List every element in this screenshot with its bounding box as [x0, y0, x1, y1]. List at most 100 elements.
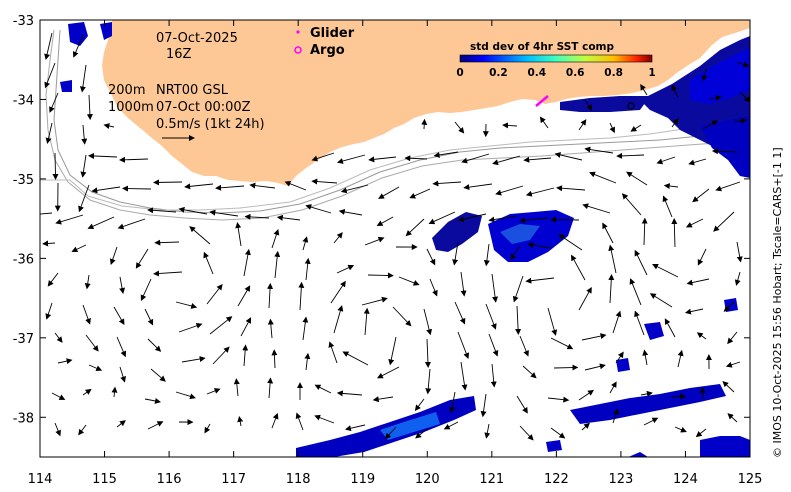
current-vector: [44, 32, 53, 60]
current-vector: [206, 388, 221, 395]
current-vector: [147, 207, 177, 214]
x-tick-label: 124: [673, 472, 698, 487]
current-vector: [122, 185, 152, 192]
current-vector: [581, 333, 607, 341]
current-vector: [144, 397, 161, 404]
current-vector: [271, 349, 278, 369]
current-vector: [204, 423, 211, 434]
current-vector: [243, 248, 251, 277]
current-vector: [203, 251, 214, 275]
current-vector: [367, 272, 394, 279]
current-vector: [696, 332, 707, 340]
current-vector: [144, 308, 154, 326]
current-vector: [643, 417, 659, 426]
current-vector: [405, 218, 425, 237]
current-vector: [55, 214, 84, 225]
current-vector: [736, 241, 743, 263]
current-vector: [392, 306, 412, 327]
current-vector: [640, 83, 648, 96]
current-vector: [443, 421, 459, 430]
x-tick-label: 115: [92, 472, 117, 487]
current-vector: [460, 271, 467, 297]
current-vector: [734, 271, 741, 286]
current-vector: [609, 122, 615, 134]
current-vector: [547, 396, 570, 403]
current-vector: [556, 185, 586, 192]
current-vector: [421, 118, 428, 130]
current-vector: [695, 428, 707, 438]
current-vector: [578, 389, 594, 401]
current-vector: [612, 310, 622, 334]
current-vector: [81, 124, 88, 145]
current-vector: [634, 310, 645, 336]
current-vector: [57, 358, 73, 365]
current-vector: [233, 378, 240, 397]
current-vector: [510, 245, 521, 261]
current-vector: [51, 392, 66, 400]
credit-text: © IMOS 10-Oct-2025 15:56 Hobart; Tscale=…: [771, 147, 784, 458]
current-vector: [733, 117, 748, 124]
current-vector: [78, 184, 90, 213]
current-vector: [480, 393, 487, 418]
current-vector: [311, 152, 335, 162]
current-vector: [612, 408, 619, 424]
sst-variance-patches: [60, 22, 750, 457]
current-vector: [697, 248, 707, 266]
current-vector: [662, 195, 673, 218]
current-vector: [284, 180, 307, 191]
current-vector: [109, 246, 118, 265]
current-vector: [634, 249, 648, 276]
current-vector: [85, 334, 99, 352]
current-vector: [686, 278, 710, 286]
current-vector: [117, 218, 146, 230]
x-tick-label: 117: [221, 472, 246, 487]
current-vector: [302, 316, 309, 341]
colorbar-tick-label: 0.6: [566, 67, 585, 79]
current-vector: [723, 301, 735, 312]
current-vector: [626, 171, 648, 186]
current-vector: [45, 122, 53, 144]
current-vector: [527, 242, 552, 249]
current-vector: [328, 341, 338, 364]
x-tick-label: 121: [479, 472, 504, 487]
current-vector: [702, 120, 718, 130]
current-vector: [688, 158, 707, 166]
y-tick-label: -36: [13, 252, 34, 267]
argo-float-marker: [627, 102, 635, 110]
current-vector: [154, 239, 180, 246]
current-vector: [454, 301, 466, 325]
current-vector: [52, 152, 59, 180]
current-vector: [664, 318, 676, 338]
current-vector: [525, 277, 555, 284]
current-vector: [515, 305, 522, 335]
current-vector: [333, 232, 343, 244]
current-vector: [677, 349, 684, 368]
current-vector: [54, 332, 63, 343]
current-vector: [581, 422, 590, 431]
current-vector: [671, 218, 678, 248]
current-vector: [674, 426, 687, 433]
current-vector: [433, 151, 459, 158]
current-vector: [209, 316, 233, 335]
current-vector: [88, 364, 103, 372]
current-vector: [558, 234, 583, 251]
current-vector: [539, 116, 549, 129]
current-vector: [519, 425, 534, 441]
current-vector: [736, 61, 750, 68]
y-tick-label: -37: [13, 332, 34, 347]
current-vector: [488, 333, 499, 357]
current-vector: [150, 368, 166, 382]
current-vector: [739, 91, 750, 103]
current-vector: [409, 188, 431, 199]
current-vector: [727, 331, 738, 345]
current-vector: [44, 62, 56, 89]
current-vector: [363, 307, 370, 336]
current-vector: [616, 152, 645, 159]
current-vector: [550, 216, 580, 223]
current-vector: [640, 390, 653, 397]
current-vector: [547, 307, 558, 336]
date-label: 07-Oct-2025: [156, 31, 238, 46]
current-vector: [502, 122, 518, 129]
argo-legend-marker: [294, 46, 302, 54]
current-vector: [512, 275, 524, 303]
